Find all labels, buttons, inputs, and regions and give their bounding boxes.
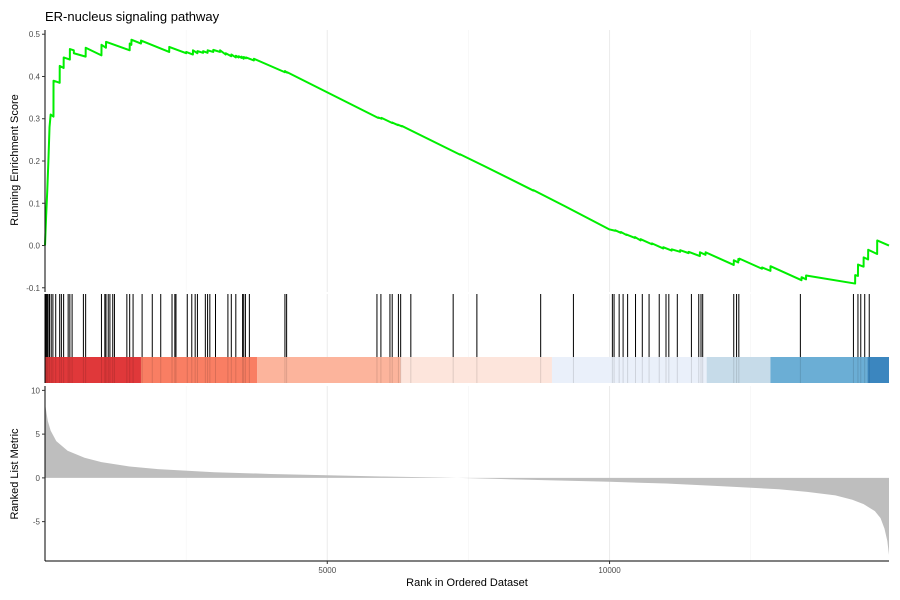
ranked-grid — [185, 386, 751, 561]
enrichment-y-ticks: -0.1 0.0 0.1 0.2 0.3 0.4 0.5 — [26, 30, 45, 293]
band-segment — [400, 357, 552, 383]
y-tick-label: 0.2 — [29, 157, 41, 166]
x-tick-label: 10000 — [598, 566, 621, 575]
ranked-metric-area — [45, 403, 889, 555]
band-segment — [551, 357, 707, 383]
band-segment — [45, 357, 141, 383]
ranked-y-title: Ranked List Metric — [9, 428, 21, 520]
y-tick-label: 10 — [31, 386, 40, 395]
x-axis-title: Rank in Ordered Dataset — [406, 577, 528, 589]
y-tick-label: 0.5 — [29, 30, 41, 39]
y-tick-label: -0.1 — [26, 284, 40, 293]
enrichment-grid — [185, 30, 751, 292]
band-segment — [867, 357, 889, 383]
running-enrichment-line — [44, 38, 890, 285]
y-tick-label: 0.1 — [29, 199, 41, 208]
y-tick-label: 5 — [36, 430, 41, 439]
y-tick-label: 0.3 — [29, 115, 41, 124]
y-tick-label: 0.4 — [29, 72, 41, 81]
band-segment — [770, 357, 868, 383]
ranked-y-ticks: -5 0 5 10 — [31, 386, 45, 527]
y-tick-label: 0.0 — [29, 242, 41, 251]
rank-color-band — [45, 357, 889, 383]
band-segment — [257, 357, 401, 383]
band-segment — [706, 357, 771, 383]
x-tick-label: 5000 — [318, 566, 336, 575]
chart-title: ER-nucleus signaling pathway — [45, 9, 220, 24]
enrichment-y-title: Running Enrichment Score — [9, 94, 21, 225]
enrichment-panel: -0.1 0.0 0.1 0.2 0.3 0.4 0.5 Running Enrichmen… — [9, 30, 890, 293]
y-tick-label: -5 — [33, 518, 41, 527]
ranked-metric-panel: -5 0 5 10 5000 10000 Ranked List Metric Rank… — [9, 386, 889, 589]
band-segment — [140, 357, 258, 383]
y-tick-label: 0 — [36, 474, 41, 483]
x-ticks: 5000 10000 — [318, 561, 621, 575]
gene-hits-panel — [44, 294, 889, 383]
gene-hit-lines — [45, 294, 870, 357]
